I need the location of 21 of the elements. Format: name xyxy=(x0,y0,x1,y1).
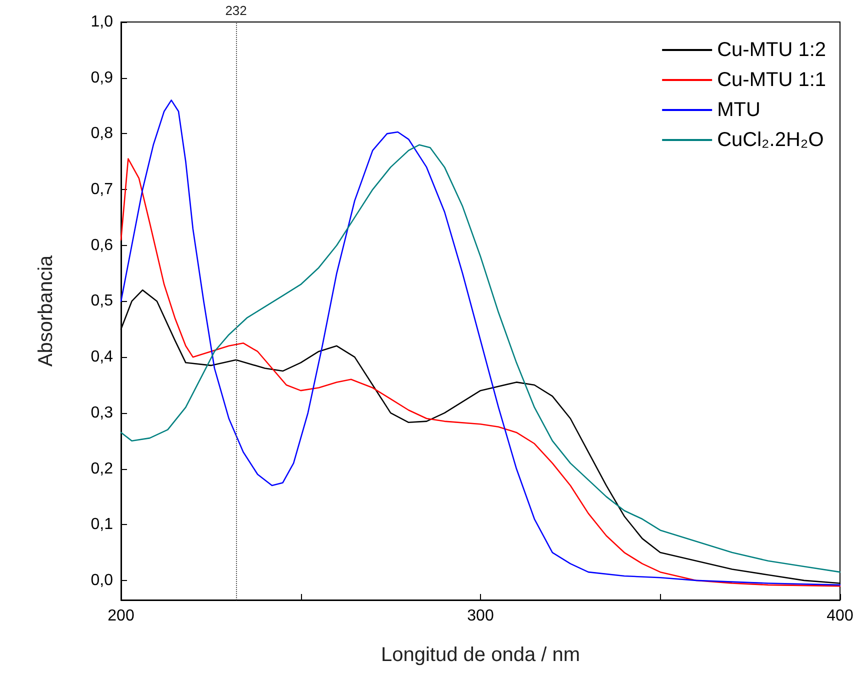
y-tick-label: 0,8 xyxy=(90,125,114,142)
y-tick-label: 1,0 xyxy=(90,14,114,30)
x-tick-label: 200 xyxy=(108,608,134,624)
y-tick-label: 0,6 xyxy=(90,236,114,254)
x-tick-label: 300 xyxy=(467,608,494,624)
ref-line-label: 232 xyxy=(225,3,247,18)
y-tick-label: 0,9 xyxy=(90,69,114,86)
x-axis-title: Longitud de onda / nm xyxy=(380,644,580,666)
x-tick-label: 400 xyxy=(826,608,854,624)
y-tick-label: 0,2 xyxy=(90,460,114,478)
y-tick-label: 0,7 xyxy=(90,181,114,198)
legend-label: MTU xyxy=(717,99,760,121)
y-tick-label: 0,5 xyxy=(90,292,114,310)
y-tick-label: 0,0 xyxy=(90,572,114,589)
legend-label: CuCl₂.2H₂O xyxy=(717,129,824,151)
y-tick-label: 0,4 xyxy=(90,348,114,366)
y-tick-label: 0,1 xyxy=(90,516,114,534)
y-tick-label: 0,3 xyxy=(90,404,114,422)
legend-label: Cu-MTU 1:2 xyxy=(717,39,826,61)
y-axis-title: Absorbancia xyxy=(35,254,57,367)
legend-label: Cu-MTU 1:1 xyxy=(717,69,826,91)
